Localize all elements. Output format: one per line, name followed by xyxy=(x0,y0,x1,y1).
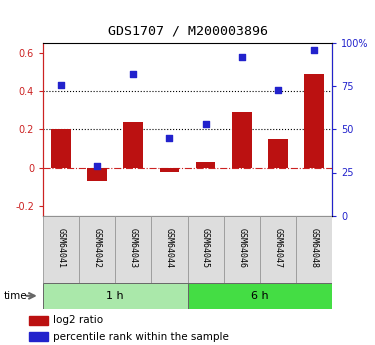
Bar xyxy=(304,74,324,168)
Bar xyxy=(159,168,179,171)
Point xyxy=(94,163,100,168)
FancyBboxPatch shape xyxy=(296,216,332,283)
Text: GSM64042: GSM64042 xyxy=(93,228,102,268)
FancyBboxPatch shape xyxy=(188,283,332,309)
Bar xyxy=(29,316,48,325)
Text: time: time xyxy=(4,291,27,301)
Bar xyxy=(29,332,48,342)
Point xyxy=(166,135,172,141)
Bar xyxy=(87,168,107,181)
Text: GSM64043: GSM64043 xyxy=(129,228,138,268)
Text: GDS1707 / M200003896: GDS1707 / M200003896 xyxy=(108,24,267,37)
Text: GSM64045: GSM64045 xyxy=(201,228,210,268)
Point xyxy=(130,71,136,77)
Bar xyxy=(196,162,216,168)
Text: 1 h: 1 h xyxy=(106,291,124,301)
FancyBboxPatch shape xyxy=(43,216,79,283)
Text: GSM64046: GSM64046 xyxy=(237,228,246,268)
FancyBboxPatch shape xyxy=(152,216,188,283)
Text: GSM64048: GSM64048 xyxy=(309,228,318,268)
Bar xyxy=(51,129,71,168)
Point xyxy=(202,121,208,127)
FancyBboxPatch shape xyxy=(116,216,152,283)
Point xyxy=(58,82,64,87)
Text: log2 ratio: log2 ratio xyxy=(53,315,104,325)
Bar xyxy=(123,122,143,168)
FancyBboxPatch shape xyxy=(224,216,260,283)
Bar xyxy=(268,139,288,168)
Text: GSM64044: GSM64044 xyxy=(165,228,174,268)
FancyBboxPatch shape xyxy=(43,283,188,309)
Point xyxy=(238,54,244,60)
FancyBboxPatch shape xyxy=(260,216,296,283)
Point xyxy=(311,47,317,53)
Text: GSM64047: GSM64047 xyxy=(273,228,282,268)
Text: 6 h: 6 h xyxy=(251,291,268,301)
FancyBboxPatch shape xyxy=(188,216,224,283)
Bar xyxy=(232,112,252,168)
Point xyxy=(275,87,281,92)
Text: percentile rank within the sample: percentile rank within the sample xyxy=(53,332,229,342)
Text: GSM64041: GSM64041 xyxy=(57,228,66,268)
FancyBboxPatch shape xyxy=(79,216,116,283)
